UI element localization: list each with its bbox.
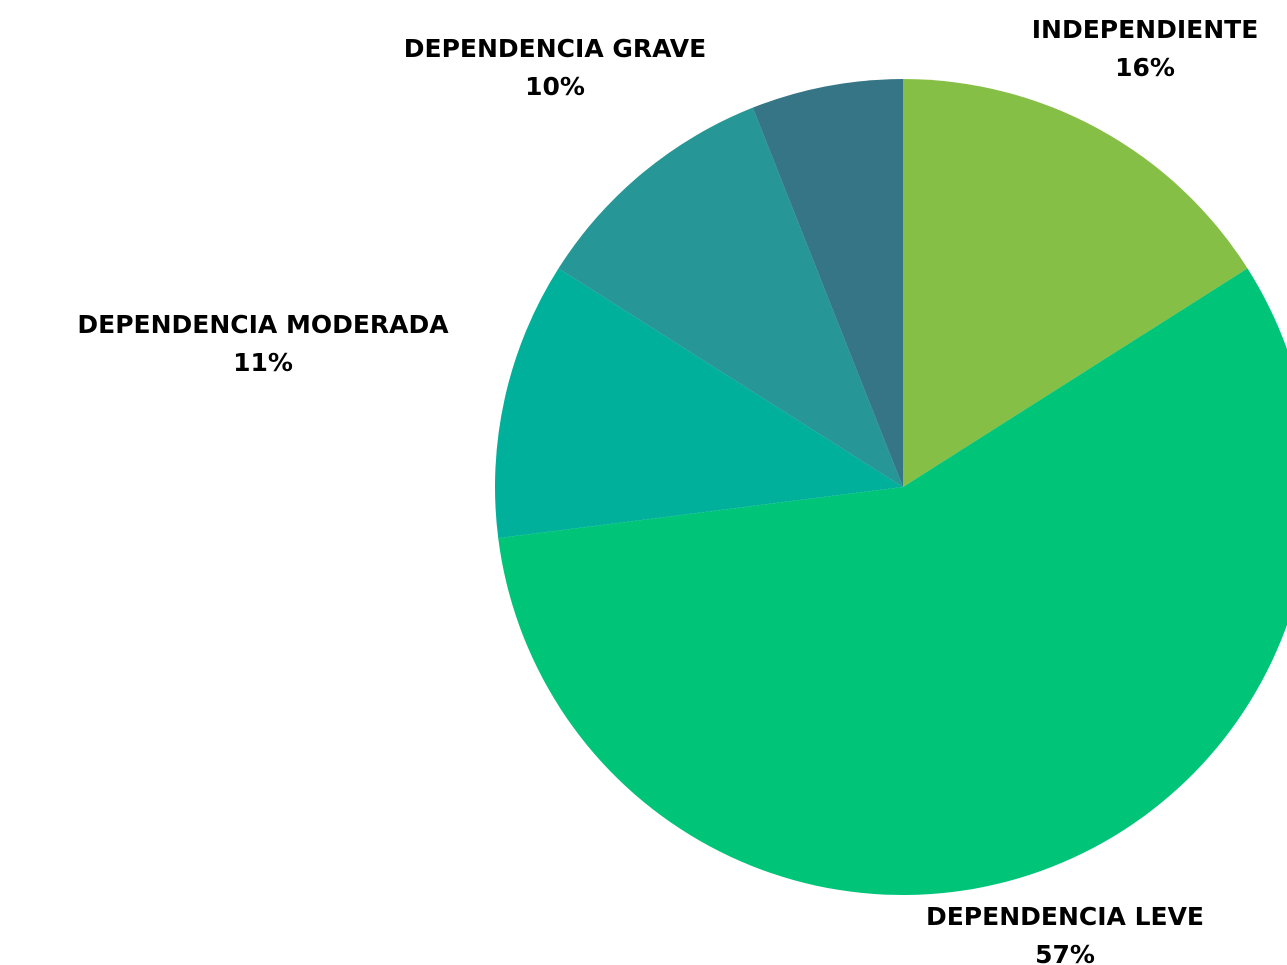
slice-value-label: 57% (1035, 940, 1095, 965)
slice-label: DEPENDENCIA MODERADA (77, 310, 449, 339)
slice-label: DEPENDENCIA LEVE (926, 902, 1204, 931)
slice-label: INDEPENDIENTE (1032, 15, 1259, 44)
pie-slice (498, 268, 1287, 895)
pie-slice (752, 79, 903, 487)
pie-slice (903, 79, 1248, 487)
slice-value-label: 10% (525, 72, 585, 101)
pie-slice (495, 268, 903, 539)
pie-slice (558, 107, 903, 488)
slice-value-label: 11% (233, 348, 293, 377)
slice-label: DEPENDENCIA GRAVE (404, 34, 706, 63)
slice-value-label: 16% (1115, 53, 1175, 82)
